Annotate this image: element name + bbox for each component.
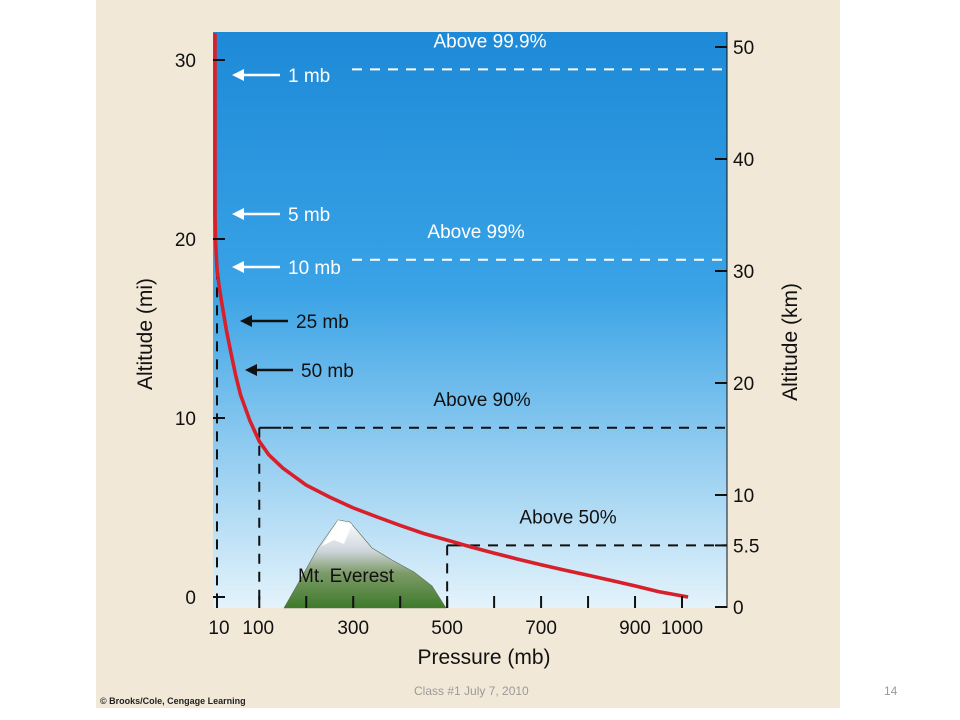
- page-number: 14: [884, 684, 898, 698]
- right-tick-label: 40: [733, 150, 754, 171]
- level-label: Above 99%: [427, 222, 524, 243]
- level-label: Above 50%: [519, 507, 616, 528]
- right-tick-label: 50: [733, 38, 754, 59]
- x-minor-ticks: [305, 596, 590, 608]
- left-tick-label: 10: [175, 409, 196, 430]
- right-tick-label: 30: [733, 262, 754, 283]
- plot-area: [213, 32, 727, 608]
- annotation-arrow-head: [232, 261, 244, 273]
- level-labels: Above 99.9% Above 99% Above 90% Above 50%: [427, 31, 616, 528]
- pressure-curve: [213, 33, 689, 599]
- everest-mountain: Mt. Everest: [283, 519, 447, 609]
- x-tick-label: 900: [619, 618, 651, 639]
- x-axis-ticks: 10 100 300 500 700 900 1000: [208, 596, 703, 639]
- left-tick-label: 20: [175, 230, 196, 251]
- level-label: Above 99.9%: [433, 31, 546, 52]
- right-tick-label: 20: [733, 374, 754, 395]
- x-tick-label: 500: [431, 618, 463, 639]
- left-tick-label: 30: [175, 51, 196, 72]
- left-y-axis-title: Altitude (mi): [134, 278, 157, 390]
- annotation-arrow-head: [240, 315, 252, 327]
- slide-footer: Class #1 July 7, 2010: [414, 684, 529, 698]
- copyright-notice: © Brooks/Cole, Cengage Learning: [100, 696, 246, 706]
- annotation-label: 50 mb: [301, 361, 354, 382]
- level-label: Above 90%: [433, 390, 530, 411]
- annotation-arrow-head: [232, 208, 244, 220]
- right-tick-label: 10: [733, 486, 754, 507]
- left-y-axis-ticks: 0 10 20 30: [175, 51, 225, 609]
- annotation-label: 10 mb: [288, 258, 341, 279]
- everest-label: Mt. Everest: [298, 566, 395, 587]
- left-tick-label: 0: [185, 588, 196, 609]
- x-tick-label: 300: [337, 618, 369, 639]
- x-tick-label: 700: [525, 618, 557, 639]
- x-tick-label: 1000: [661, 618, 703, 639]
- level-lines: [216, 68, 727, 608]
- x-tick-label: 100: [242, 618, 274, 639]
- right-tick-label: 0: [733, 598, 744, 619]
- pressure-annotations: 1 mb 5 mb 10 mb 25 mb 50 mb: [232, 66, 354, 382]
- x-axis-title: Pressure (mb): [417, 646, 550, 669]
- right-y-axis-ticks: 0 5.5 10 20 30 40 50: [715, 38, 759, 619]
- right-tick-label: 5.5: [733, 536, 759, 557]
- x-tick-label: 10: [208, 618, 229, 639]
- annotation-label: 5 mb: [288, 205, 330, 226]
- annotation-label: 25 mb: [296, 312, 349, 333]
- annotation-arrow-head: [232, 69, 244, 81]
- right-y-axis-title: Altitude (km): [779, 283, 802, 401]
- annotation-arrow-head: [245, 364, 257, 376]
- annotation-label: 1 mb: [288, 66, 330, 87]
